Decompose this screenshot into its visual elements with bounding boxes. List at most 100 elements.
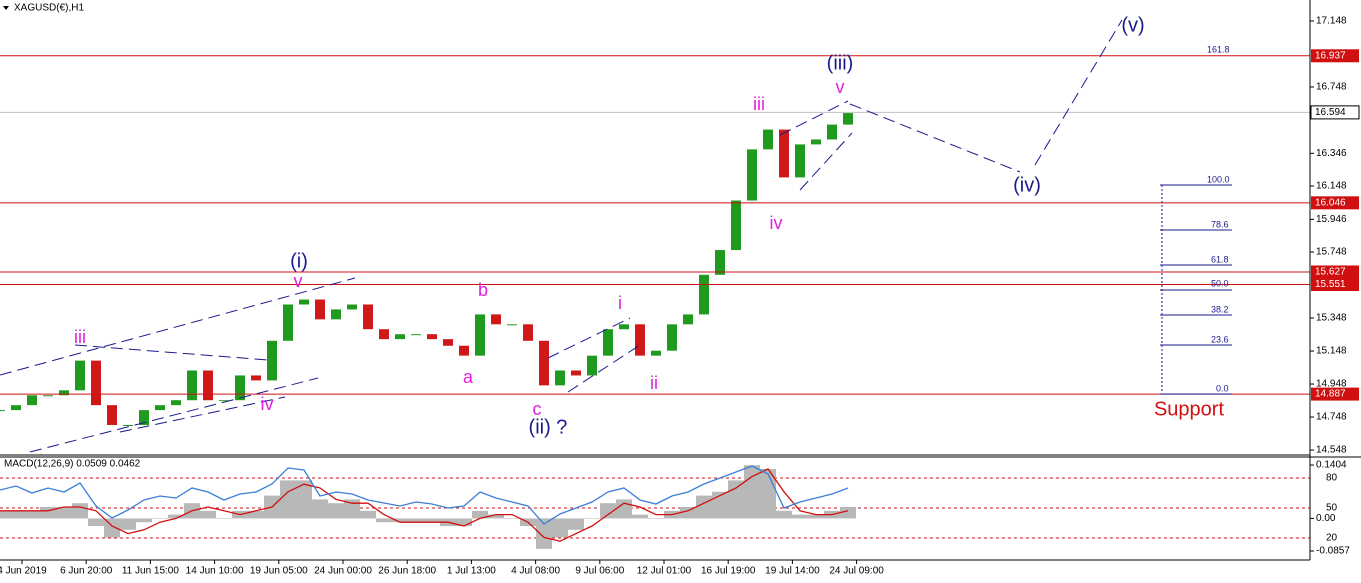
candle (651, 350, 661, 356)
y2-tick-label: 80 (1326, 473, 1338, 484)
histogram-bar (792, 514, 808, 519)
candle (331, 309, 341, 320)
fib-label: 38.2 (1211, 304, 1229, 314)
histogram-bar (696, 495, 712, 519)
candle (347, 304, 357, 310)
candle (475, 314, 485, 356)
histogram-bar (680, 507, 696, 519)
histogram-bar (840, 507, 856, 519)
fib-label: 23.6 (1211, 334, 1229, 344)
current-price-label: 16.594 (1315, 107, 1346, 118)
wave-label: v (836, 77, 845, 97)
histogram-bar (808, 514, 824, 519)
histogram-bar (72, 503, 88, 519)
candle (507, 324, 517, 326)
candle (251, 375, 261, 381)
x-axis: 4 Jun 2019 6 Jun 20:00 11 Jun 15:00 14 Jun … (0, 560, 884, 577)
indicator-line (0, 465, 849, 525)
y-tick-label: 14.548 (1316, 445, 1347, 456)
candle (187, 370, 197, 401)
y-tick-label: 17.148 (1316, 16, 1347, 27)
price-panel: 17.148 16.748 16.346 16.148 15.946 15.748 15.3… (0, 16, 1360, 456)
wave-label: iv (261, 394, 274, 414)
candle (763, 129, 773, 150)
histogram-bar (168, 514, 184, 519)
histogram-bar (408, 518, 424, 523)
wave-label: ii (650, 373, 658, 393)
candle (715, 250, 725, 275)
candle (91, 360, 101, 406)
candle (395, 334, 405, 340)
candle (795, 144, 805, 178)
trend-line (779, 100, 849, 136)
histogram-bar (712, 491, 728, 519)
candle (283, 304, 293, 341)
wave-label: a (463, 367, 474, 387)
histogram-bar (328, 503, 344, 519)
chart-title: XAGUSD(€),H1 (14, 3, 84, 14)
menu-arrow (3, 6, 9, 10)
candle (699, 274, 709, 315)
candle (411, 334, 421, 336)
y-tick-label: 16.148 (1316, 181, 1347, 192)
wave-label: i (618, 293, 622, 313)
x-tick-label: 26 Jun 18:00 (378, 566, 436, 577)
x-tick-label: 9 Jul 06:00 (575, 566, 624, 577)
candle (107, 405, 117, 425)
histogram-bar (392, 518, 408, 523)
candle (27, 395, 37, 406)
y-tick-label: 15.748 (1316, 247, 1347, 258)
candle (427, 334, 437, 340)
y-tick-label: 0.00 (1316, 513, 1336, 524)
candle (0, 410, 5, 412)
wave-label: (v) (1121, 14, 1144, 36)
fib-label: 50.0 (1211, 278, 1229, 288)
candle (747, 149, 757, 201)
histogram-bar (312, 499, 328, 519)
candle (43, 395, 53, 397)
indicator-line (0, 468, 849, 542)
candle (683, 314, 693, 325)
macd-panel: 0.1404 0.00 -0.0857 80 50 20 (0, 460, 1350, 557)
candle (667, 324, 677, 351)
projection-line (849, 103, 1021, 173)
wave-label: (i) (290, 250, 308, 272)
candle (843, 113, 853, 125)
x-tick-label: 1 Jul 13:00 (447, 566, 496, 577)
level-label-box (1311, 265, 1359, 279)
wave-label: (iv) (1013, 174, 1041, 196)
histogram-bar (120, 518, 136, 530)
histogram-bar (216, 518, 232, 519)
histogram-bar (88, 518, 104, 527)
trend-line (547, 317, 631, 359)
histogram-bar (552, 518, 568, 538)
histogram-bar (56, 507, 72, 519)
candle (59, 390, 69, 396)
wave-label: iv (770, 213, 783, 233)
y-tick-label: 14.748 (1316, 412, 1347, 423)
x-tick-label: 12 Jul 01:00 (637, 566, 692, 577)
level-label-box (1311, 278, 1359, 292)
y-tick-label: 15.946 (1316, 214, 1347, 225)
fib-label: 161.8 (1207, 44, 1230, 54)
trend-line (29, 377, 319, 453)
candle (299, 299, 309, 305)
histogram-bar (744, 465, 760, 519)
y-tick-label: 14.948 (1316, 379, 1347, 390)
trend-line (0, 277, 356, 376)
candle (555, 370, 565, 386)
y-tick-label: 0.1404 (1316, 460, 1347, 471)
histogram-bar (0, 510, 8, 519)
fib-label: 100.0 (1207, 174, 1230, 184)
wave-label: v (294, 271, 303, 291)
candle (459, 345, 469, 356)
level-label: 14.887 (1315, 389, 1346, 400)
fib-label: 61.8 (1211, 254, 1229, 264)
histogram-bar (616, 499, 632, 519)
x-tick-label: 24 Jun 00:00 (314, 566, 372, 577)
histogram-bar (776, 510, 792, 519)
histogram-bar (24, 510, 40, 519)
x-tick-label: 4 Jun 2019 (0, 566, 47, 577)
y-tick-label: 16.748 (1316, 82, 1347, 93)
